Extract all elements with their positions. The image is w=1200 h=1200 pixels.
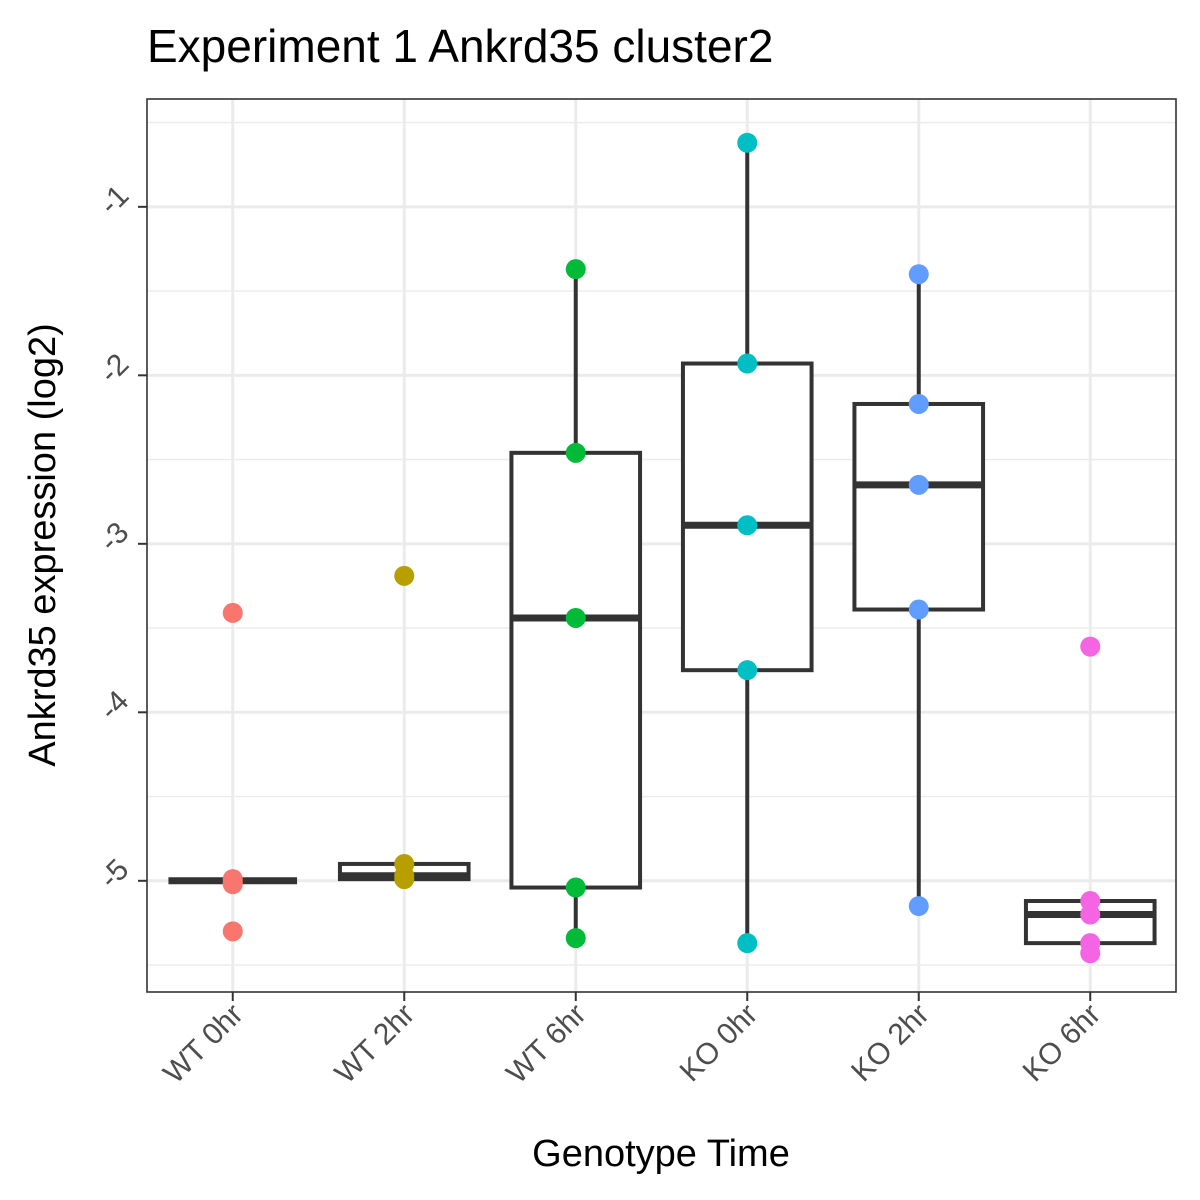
box-iqr: [509, 450, 643, 890]
data-point: [565, 877, 586, 898]
x-tick-label: KO 0hr: [674, 998, 765, 1089]
data-point: [908, 393, 929, 414]
data-point: [565, 442, 586, 463]
y-tick-label: -1: [93, 179, 135, 221]
data-point: [222, 602, 243, 623]
data-point: [565, 259, 586, 280]
x-tick-label: WT 6hr: [500, 998, 592, 1090]
x-tick-label: WT 0hr: [157, 998, 249, 1090]
data-point: [1080, 943, 1101, 964]
y-tick-label: -5: [93, 853, 135, 895]
x-tick-label: KO 6hr: [1017, 998, 1108, 1089]
chart-title: Experiment 1 Ankrd35 cluster2: [147, 20, 773, 72]
plot-panel-background: [147, 99, 1176, 992]
box-iqr: [852, 401, 986, 612]
box-layer: [168, 142, 1157, 946]
data-point: [565, 928, 586, 949]
data-point: [737, 660, 758, 681]
x-tick-label: WT 2hr: [329, 998, 421, 1090]
data-point: [908, 599, 929, 620]
y-tick-label: -4: [93, 684, 135, 726]
data-point: [394, 565, 415, 586]
data-point: [1080, 904, 1101, 925]
data-point: [394, 869, 415, 890]
plot-panel-border: [146, 98, 1177, 993]
data-point: [222, 921, 243, 942]
y-tick-label: -2: [93, 348, 135, 390]
point-layer: [222, 132, 1101, 964]
data-point: [737, 933, 758, 954]
data-point: [565, 607, 586, 628]
data-point: [908, 264, 929, 285]
x-tick-label: KO 2hr: [845, 998, 936, 1089]
data-point: [737, 515, 758, 536]
data-point: [737, 132, 758, 153]
x-axis-title: Genotype Time: [532, 1133, 790, 1175]
y-tick-label: -3: [93, 516, 135, 558]
data-point: [908, 474, 929, 495]
data-point: [1080, 636, 1101, 657]
y-axis-title: Ankrd35 expression (log2): [22, 323, 64, 767]
data-point: [737, 353, 758, 374]
data-point: [908, 896, 929, 917]
data-point: [222, 874, 243, 895]
